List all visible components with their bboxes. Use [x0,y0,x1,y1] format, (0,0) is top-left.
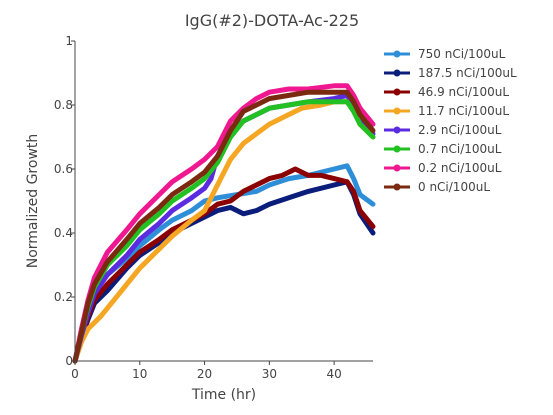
legend-label[interactable]: 0.7 nCi/100uL [418,142,502,156]
y-axis-ticks: 0 0.2 0.4 0.6 0.8 1 [54,34,75,368]
x-tick-label: 20 [197,367,212,381]
legend-marker [393,126,401,134]
legend-label[interactable]: 750 nCi/100uL [418,47,506,61]
y-tick-label: 0.6 [54,162,73,176]
x-tick-label: 0 [71,367,79,381]
y-tick-label: 0.4 [54,226,73,240]
legend-marker [393,107,401,115]
legend: 750 nCi/100uL 187.5 nCi/100uL 46.9 nCi/100… [384,47,517,194]
chart-title: IgG(#2)-DOTA-Ac-225 [185,11,359,30]
legend-marker [393,88,401,96]
legend-label[interactable]: 0 nCi/100uL [418,180,490,194]
legend-label[interactable]: 46.9 nCi/100uL [418,85,509,99]
legend-marker [393,69,401,77]
y-tick-label: 0 [65,354,73,368]
x-tick-label: 40 [326,367,341,381]
series-line-6[interactable] [72,83,376,364]
legend-label[interactable]: 2.9 nCi/100uL [418,123,502,137]
y-tick-label: 0.8 [54,98,73,112]
legend-label[interactable]: 0.2 nCi/100uL [418,161,502,175]
y-axis-title: Normalized Growth [25,134,41,269]
legend-marker [393,50,401,58]
series-line-1[interactable] [72,179,376,364]
x-axis-title: Time (hr) [191,387,256,403]
legend-marker [393,145,401,153]
x-tick-label: 10 [132,367,147,381]
y-tick-label: 0.2 [54,290,73,304]
x-tick-label: 30 [262,367,277,381]
legend-label[interactable]: 11.7 nCi/100uL [418,104,509,118]
series-line-7[interactable] [72,89,376,364]
plot-area [72,83,376,364]
y-tick-label: 1 [65,34,73,48]
series-line-2[interactable] [72,166,376,364]
x-axis-ticks: 0 10 20 30 40 [71,361,342,381]
legend-marker [393,183,401,191]
legend-marker [393,164,401,172]
legend-label[interactable]: 187.5 nCi/100uL [418,66,517,80]
